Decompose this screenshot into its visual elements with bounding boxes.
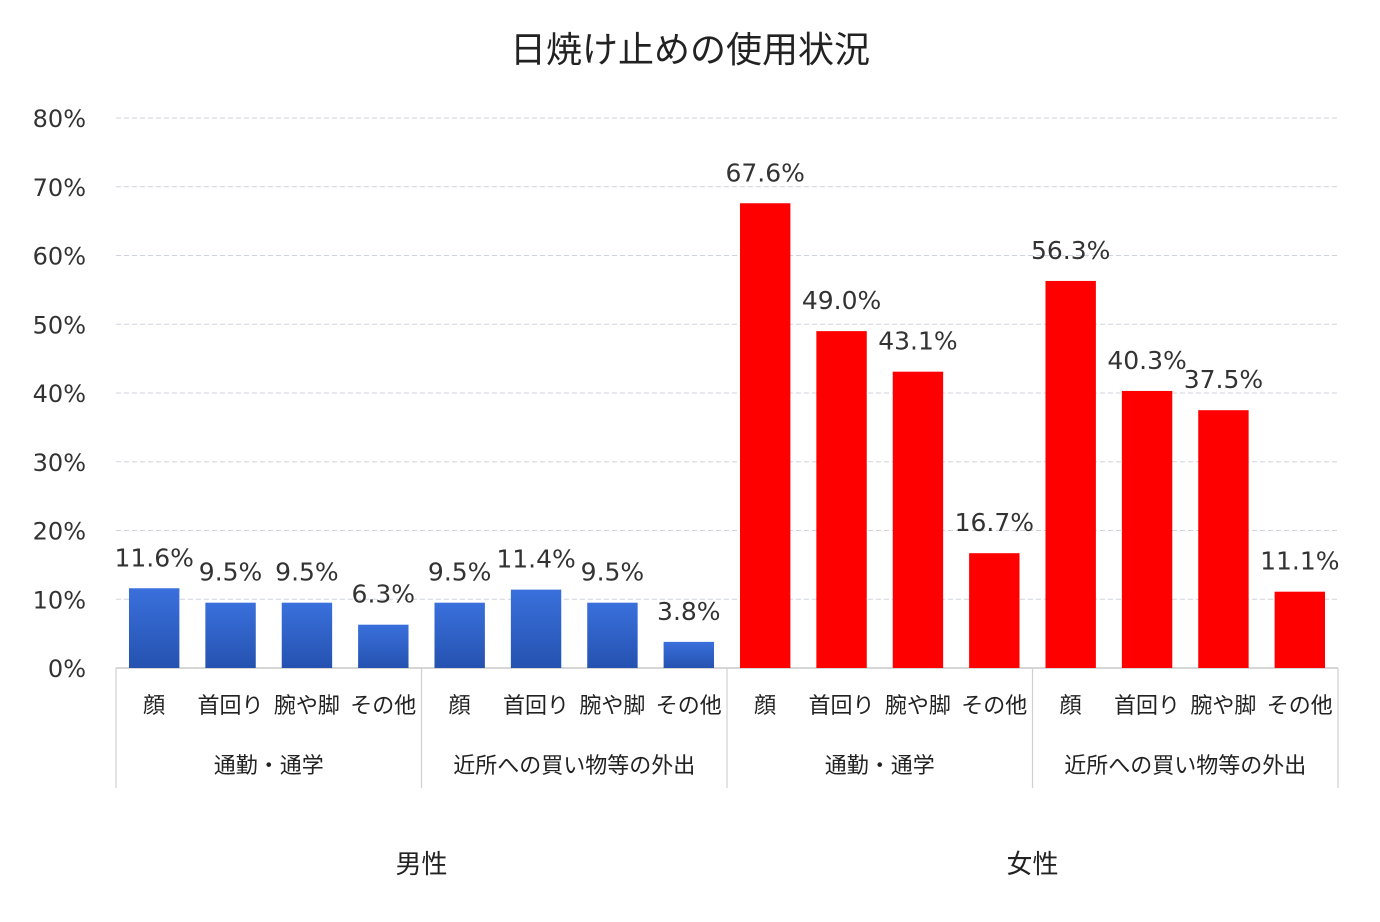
bar [281,602,333,668]
data-label: 11.4% [496,545,575,574]
y-axis-ticks: 0% 10% 20% 30% 40% 50% 60% 70% 80% [33,105,86,683]
data-label: 9.5% [199,558,263,587]
category-label: その他 [961,694,1027,719]
category-label: 首回り [503,694,569,719]
category-label: 腕や脚 [885,694,951,719]
chart-title: 日焼け止めの使用状況 [510,30,870,71]
bar [739,203,791,668]
data-label: 56.3% [1031,236,1110,265]
data-label: 40.3% [1107,346,1186,375]
bar [128,588,180,668]
y-tick-label: 10% [33,586,86,614]
data-label: 37.5% [1184,365,1263,394]
gender-label: 男性 [395,850,447,880]
data-label: 3.8% [657,597,721,626]
category-label: 首回り [1114,694,1180,719]
bar [587,602,638,668]
category-label: 腕や脚 [579,694,645,719]
data-label: 11.6% [114,543,193,572]
data-label: 9.5% [428,558,492,587]
category-label: 腕や脚 [274,694,340,719]
data-label: 9.5% [581,558,645,587]
bar [663,641,715,668]
data-label: 16.7% [955,508,1034,537]
data-label-layer: 11.6% 9.5% 9.5%6.3%9.5% 11.4% 9.5%3.8%67.6%4… [114,158,1339,626]
category-label: 首回り [809,694,875,719]
gender-label: 女性 [1006,850,1058,880]
category-label: 顔 [449,694,471,719]
bar [816,331,867,668]
y-tick-label: 20% [33,518,86,546]
bar [1198,410,1249,668]
y-tick-label: 70% [33,174,86,202]
y-tick-label: 40% [33,380,86,408]
category-label: 顔 [1060,694,1082,719]
bar [1045,280,1096,668]
y-tick-label: 50% [33,311,86,339]
category-label: その他 [1267,694,1333,719]
data-label: 43.1% [878,327,957,356]
bar [358,624,409,668]
category-label: 顔 [143,694,165,719]
category-label: 首回り [198,694,264,719]
data-label: 49.0% [802,286,881,315]
group-label: 通勤・通学 [825,754,935,779]
group-label: 近所への買い物等の外出 [1064,754,1306,779]
bar [205,602,256,668]
data-label: 67.6% [725,158,804,187]
bar [969,553,1020,668]
bar [434,602,485,668]
y-tick-label: 60% [33,243,86,271]
bar [1121,390,1173,668]
bar [1274,591,1326,668]
category-label: その他 [656,694,722,719]
category-label: その他 [350,694,416,719]
category-axis: 顔首回り 腕や脚 その他通勤・通学顔 首回り 腕や脚 その他近所への買い物等の外出男性顔首… [115,668,1339,880]
y-tick-label: 80% [33,105,86,133]
y-tick-label: 30% [33,449,86,477]
category-label: 腕や脚 [1190,694,1256,719]
data-label: 11.1% [1260,547,1339,576]
bar [892,371,944,668]
y-tick-label: 0% [48,655,86,683]
bar-layer [128,203,1326,668]
group-label: 近所への買い物等の外出 [453,754,695,779]
data-label: 9.5% [275,558,339,587]
category-label: 顔 [754,694,776,719]
data-label: 6.3% [352,580,416,609]
bar [510,589,562,668]
group-label: 通勤・通学 [214,754,324,779]
